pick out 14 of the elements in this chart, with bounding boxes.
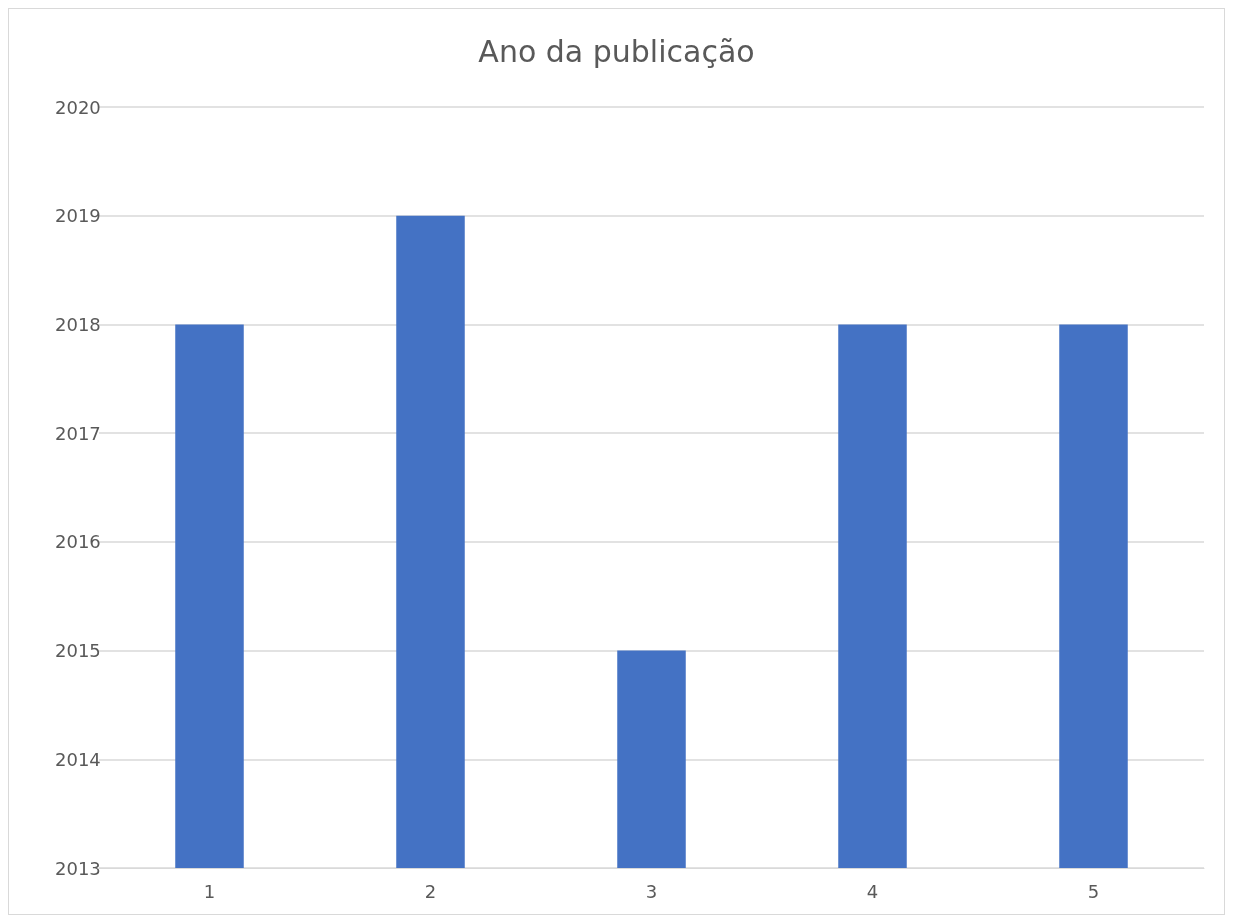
y-tick-label: 2017 <box>55 422 101 444</box>
x-tick-label: 2 <box>424 880 437 902</box>
x-tick-label: 5 <box>1087 880 1100 902</box>
y-tick-label: 2016 <box>55 531 101 553</box>
x-tick-label: 4 <box>866 880 879 902</box>
x-tick-label: 3 <box>645 880 658 902</box>
y-tick-label: 2020 <box>55 96 101 118</box>
y-tick-label: 2014 <box>55 748 101 770</box>
y-tick-label: 2018 <box>55 313 101 335</box>
y-tick-label: 2015 <box>55 640 101 662</box>
chart-title: Ano da publicação <box>478 33 755 69</box>
x-tick-label: 1 <box>203 880 216 902</box>
y-tick-label: 2013 <box>55 857 101 879</box>
y-tick-label: 2019 <box>55 205 101 227</box>
